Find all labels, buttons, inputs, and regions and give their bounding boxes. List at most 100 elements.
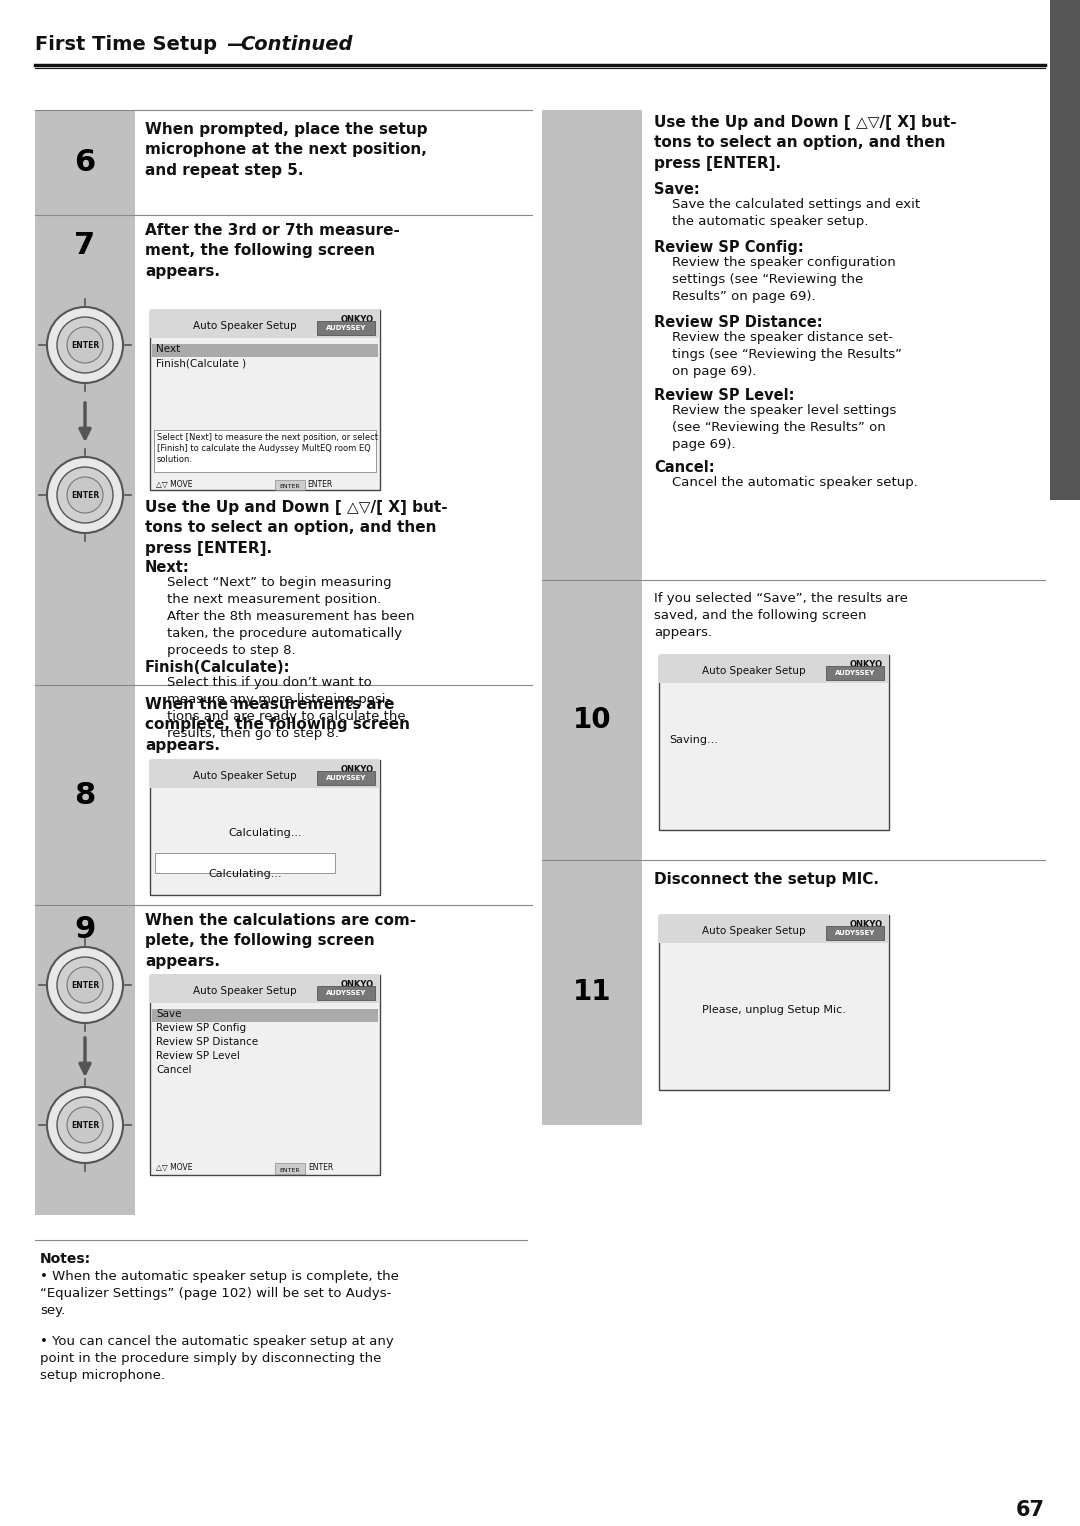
Text: Calculating...: Calculating... [208,868,282,879]
Text: Cancel:: Cancel: [654,459,715,475]
Bar [659,655,889,684]
Bar [659,655,889,830]
Text: 6: 6 [75,148,96,177]
Text: △▽ MOVE: △▽ MOVE [156,1163,192,1172]
Text: Auto Speaker Setup: Auto Speaker Setup [702,926,806,935]
Text: Save:: Save: [654,182,700,197]
Bar [150,310,380,337]
Bar [659,916,889,943]
Text: AUDYSSEY: AUDYSSEY [326,775,366,781]
Circle shape [67,327,103,363]
Text: Auto Speaker Setup: Auto Speaker Setup [193,771,297,781]
Text: 8: 8 [75,780,96,809]
Bar [542,861,642,1125]
Bar [35,215,135,685]
Text: Auto Speaker Setup: Auto Speaker Setup [193,320,297,331]
Text: ONKYO: ONKYO [341,980,374,989]
Circle shape [48,1087,123,1163]
Bar [318,320,375,336]
Circle shape [57,467,113,523]
Text: 10: 10 [572,707,611,734]
Text: ENTER: ENTER [280,484,300,488]
Bar [150,760,380,896]
Text: Finish(Calculate):: Finish(Calculate): [145,661,291,674]
Bar [152,343,378,357]
Circle shape [57,1097,113,1154]
Text: ONKYO: ONKYO [850,920,883,929]
Text: Review the speaker configuration
settings (see “Reviewing the
Results” on page 6: Review the speaker configuration setting… [672,256,895,304]
Text: Disconnect the setup MIC.: Disconnect the setup MIC. [654,871,879,887]
Text: After the 3rd or 7th measure-
ment, the following screen
appears.: After the 3rd or 7th measure- ment, the … [145,223,400,279]
Text: Use the Up and Down [ △▽/[ X] but-
tons to select an option, and then
press [ENT: Use the Up and Down [ △▽/[ X] but- tons … [145,501,447,555]
Bar [1050,0,1080,501]
Text: 11: 11 [572,978,611,1007]
Text: 9: 9 [75,916,96,945]
Text: Calculating...: Calculating... [228,827,301,838]
Text: Review SP Config:: Review SP Config: [654,240,804,255]
Text: 7: 7 [75,230,95,259]
Text: Please, unplug Setup Mic.: Please, unplug Setup Mic. [702,1006,846,1015]
Circle shape [48,948,123,1022]
Text: Finish(Calculate ): Finish(Calculate ) [156,359,246,368]
Text: ONKYO: ONKYO [850,661,883,668]
Bar [542,580,642,861]
Bar [275,1163,305,1173]
Text: ENTER: ENTER [307,481,333,488]
Text: ENTER: ENTER [71,490,99,499]
Text: Saving...: Saving... [669,736,718,745]
Text: Continued: Continued [240,35,352,53]
Text: ENTER: ENTER [308,1163,334,1172]
Bar [35,110,135,215]
Text: Auto Speaker Setup: Auto Speaker Setup [193,986,297,996]
Text: Next: Next [156,343,180,354]
Bar [150,975,380,1175]
Circle shape [67,478,103,513]
Text: Review SP Distance:: Review SP Distance: [654,314,823,330]
FancyArrowPatch shape [80,1038,90,1073]
Text: △▽ MOVE: △▽ MOVE [156,481,192,488]
Text: Next:: Next: [145,560,190,575]
Bar [35,685,135,905]
Text: • You can cancel the automatic speaker setup at any
point in the procedure simpl: • You can cancel the automatic speaker s… [40,1335,394,1383]
Circle shape [67,1106,103,1143]
Bar [150,760,380,787]
Text: ENTER: ENTER [71,981,99,989]
Text: Review the speaker distance set-
tings (see “Reviewing the Results”
on page 69).: Review the speaker distance set- tings (… [672,331,902,378]
Bar [542,110,642,580]
Text: If you selected “Save”, the results are
saved, and the following screen
appears.: If you selected “Save”, the results are … [654,592,908,639]
Text: Review the speaker level settings
(see “Reviewing the Results” on
page 69).: Review the speaker level settings (see “… [672,404,896,452]
Circle shape [48,456,123,533]
Text: AUDYSSEY: AUDYSSEY [326,325,366,331]
Text: Save: Save [156,1009,181,1019]
Bar [152,1009,378,1022]
Text: Auto Speaker Setup: Auto Speaker Setup [702,665,806,676]
Bar [150,975,380,1003]
Circle shape [57,317,113,372]
Bar [154,430,376,472]
FancyArrowPatch shape [80,403,90,438]
Bar [659,916,889,1090]
Text: First Time Setup: First Time Setup [35,35,217,53]
Text: Review SP Level: Review SP Level [156,1051,240,1061]
Bar [275,481,305,490]
Text: AUDYSSEY: AUDYSSEY [835,929,875,935]
Bar [156,853,335,873]
Text: ONKYO: ONKYO [341,314,374,324]
Text: Cancel the automatic speaker setup.: Cancel the automatic speaker setup. [672,476,918,488]
Circle shape [67,967,103,1003]
Text: AUDYSSEY: AUDYSSEY [835,670,875,676]
Text: Save the calculated settings and exit
the automatic speaker setup.: Save the calculated settings and exit th… [672,198,920,227]
Text: AUDYSSEY: AUDYSSEY [326,990,366,996]
Text: ENTER: ENTER [280,1167,300,1173]
Text: When the measurements are
complete, the following screen
appears.: When the measurements are complete, the … [145,697,410,752]
Text: When prompted, place the setup
microphone at the next position,
and repeat step : When prompted, place the setup microphon… [145,122,428,179]
Circle shape [57,957,113,1013]
Text: —: — [227,35,246,53]
Text: Use the Up and Down [ △▽/[ X] but-
tons to select an option, and then
press [ENT: Use the Up and Down [ △▽/[ X] but- tons … [654,114,957,171]
Text: Notes:: Notes: [40,1251,91,1267]
Bar [826,665,885,681]
Text: 67: 67 [1016,1500,1045,1520]
Text: When the calculations are com-
plete, the following screen
appears.: When the calculations are com- plete, th… [145,913,416,969]
Text: Select this if you don’t want to
measure any more listening posi-
tions and are : Select this if you don’t want to measure… [167,676,406,740]
Text: ONKYO: ONKYO [341,765,374,774]
